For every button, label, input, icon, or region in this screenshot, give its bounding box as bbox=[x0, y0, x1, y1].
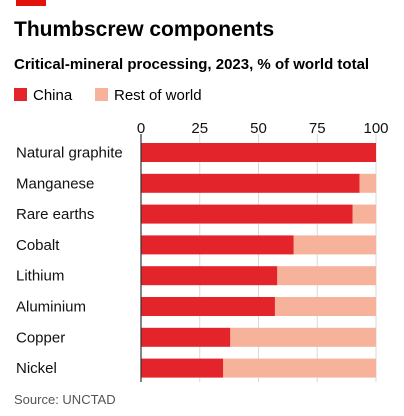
x-tick-labels: 0 25 50 75 100 bbox=[137, 120, 389, 137]
category-label: Nickel bbox=[16, 360, 57, 377]
category-label: Cobalt bbox=[16, 237, 60, 254]
bar-rest-of-world bbox=[230, 327, 376, 347]
bar-rest-of-world bbox=[277, 266, 376, 286]
bar-china bbox=[141, 143, 376, 162]
legend: China Rest of world bbox=[14, 87, 202, 104]
legend-swatch-rest-of-world bbox=[95, 88, 108, 101]
legend-swatch-china bbox=[14, 88, 27, 101]
bar-rest-of-world bbox=[359, 173, 376, 193]
category-label: Lithium bbox=[16, 268, 64, 285]
bar-china bbox=[141, 297, 275, 316]
category-label: Natural graphite bbox=[16, 145, 123, 162]
x-tick-label: 25 bbox=[191, 120, 208, 137]
bar-rest-of-world bbox=[274, 297, 376, 316]
x-tick-label: 100 bbox=[363, 120, 388, 137]
bar-china bbox=[141, 358, 224, 378]
bar-rest-of-world bbox=[293, 235, 376, 255]
bar-china bbox=[141, 204, 353, 224]
legend-label-china: China bbox=[33, 87, 73, 104]
category-label: Rare earths bbox=[16, 206, 94, 223]
bar-china bbox=[141, 235, 294, 255]
source-note: Source: UNCTAD bbox=[14, 392, 116, 407]
category-labels: Natural graphite Manganese Rare earths Coba… bbox=[16, 145, 123, 378]
category-label: Manganese bbox=[16, 175, 94, 192]
x-tick-label: 75 bbox=[309, 120, 326, 137]
x-tick-label: 0 bbox=[137, 120, 145, 137]
bar-rest-of-world bbox=[352, 204, 376, 224]
category-label: Aluminium bbox=[16, 299, 86, 316]
bar-china bbox=[141, 266, 278, 286]
accent-bar bbox=[16, 0, 46, 6]
bar-china bbox=[141, 173, 360, 193]
bar-china bbox=[141, 327, 231, 347]
legend-label-rest-of-world: Rest of world bbox=[114, 87, 202, 104]
category-label: Copper bbox=[16, 329, 65, 346]
chart-title: Thumbscrew components bbox=[14, 18, 274, 41]
bars bbox=[140, 134, 376, 382]
bar-rest-of-world bbox=[223, 358, 376, 378]
x-tick-label: 50 bbox=[250, 120, 267, 137]
chart-subtitle: Critical-mineral processing, 2023, % of … bbox=[14, 56, 369, 73]
